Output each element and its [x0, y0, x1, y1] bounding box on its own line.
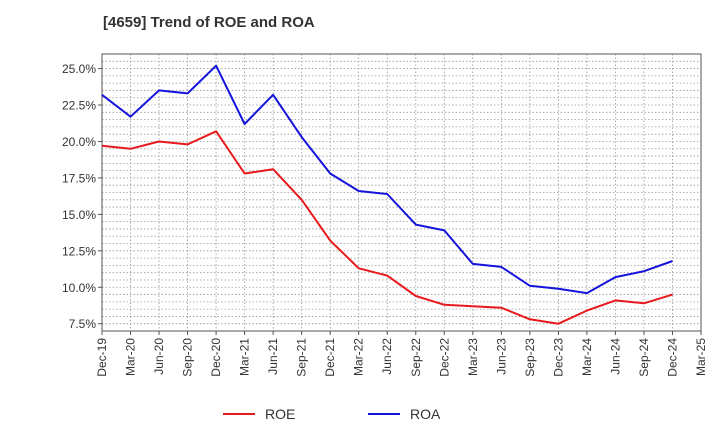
y-tick-label: 20.0% [62, 135, 96, 149]
x-tick-label: Jun-24 [608, 338, 622, 375]
plot-frame [101, 53, 702, 332]
x-tick-label: Dec-22 [437, 338, 451, 377]
x-tick-label: Dec-21 [323, 338, 337, 377]
x-tick-label: Sep-23 [523, 338, 537, 377]
x-tick-label: Mar-20 [124, 338, 138, 376]
x-tick-label: Dec-20 [209, 338, 223, 377]
x-tick-label: Sep-21 [295, 338, 309, 377]
x-tick-label: Dec-24 [665, 338, 679, 377]
series-line-roe [101, 130, 673, 325]
x-tick-label: Mar-22 [352, 338, 366, 376]
y-tick-label: 7.5% [69, 317, 97, 331]
y-tick-label: 15.0% [62, 208, 96, 222]
x-tick-label: Mar-23 [466, 338, 480, 376]
y-tick-label: 17.5% [62, 171, 96, 185]
x-tick-label: Mar-21 [238, 338, 252, 376]
x-tick-label: Mar-25 [694, 338, 708, 376]
y-tick-label: 22.5% [62, 99, 96, 113]
x-tick-label: Jun-21 [266, 338, 280, 375]
legend-label-roa: ROA [410, 406, 441, 422]
y-tick-label: 25.0% [62, 62, 96, 76]
series-line-roa [101, 64, 673, 295]
x-tick-label: Jun-22 [380, 338, 394, 375]
x-tick-label: Dec-23 [551, 338, 565, 377]
chart-title: [4659] Trend of ROE and ROA [103, 14, 315, 31]
y-tick-label: 12.5% [62, 244, 96, 258]
x-tick-label: Jun-20 [152, 338, 166, 375]
x-tick-label: Mar-24 [580, 338, 594, 376]
plot-area [102, 54, 701, 331]
x-tick-label: Jun-23 [494, 338, 508, 375]
y-tick-label: 10.0% [62, 281, 96, 295]
x-tick-label: Dec-19 [95, 338, 109, 377]
x-tick-label: Sep-20 [181, 338, 195, 377]
legend-label-roe: ROE [265, 406, 295, 422]
x-tick-label: Sep-22 [409, 338, 423, 377]
x-tick-label: Sep-24 [637, 338, 651, 377]
